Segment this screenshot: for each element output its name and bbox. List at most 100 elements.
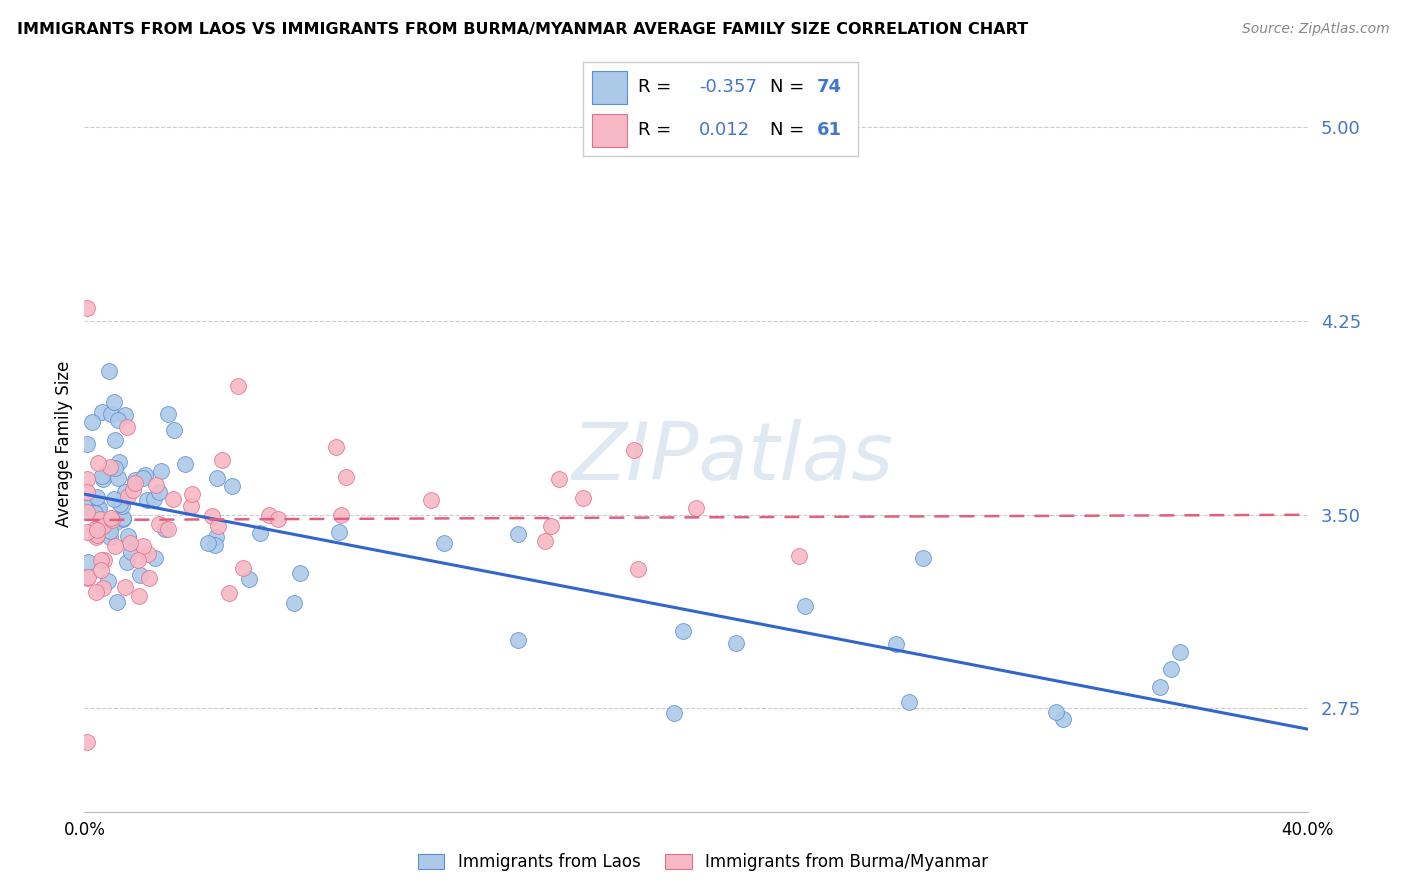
Text: R =: R =	[638, 78, 678, 96]
Point	[98, 460, 121, 475]
Point	[134, 467, 156, 482]
Point	[108, 455, 131, 469]
Point	[124, 473, 146, 487]
Point	[120, 535, 142, 549]
Point	[107, 412, 129, 426]
Point	[90, 553, 112, 567]
Point	[120, 545, 142, 559]
Point	[156, 522, 179, 536]
Point	[111, 511, 134, 525]
Point	[87, 501, 110, 516]
Point	[136, 493, 159, 508]
Point	[105, 515, 128, 529]
Point	[724, 636, 747, 650]
Point	[76, 735, 98, 749]
Point	[1170, 645, 1192, 659]
Point	[122, 483, 145, 497]
Text: R =: R =	[638, 121, 678, 139]
Point	[111, 510, 134, 524]
Point	[173, 457, 195, 471]
Point	[98, 524, 121, 539]
Bar	[592, 114, 627, 147]
Point	[221, 478, 243, 492]
Point	[508, 527, 530, 541]
Point	[76, 472, 98, 486]
Point	[672, 624, 695, 638]
Point	[103, 395, 125, 409]
Point	[86, 490, 108, 504]
Point	[205, 471, 228, 485]
Point	[91, 581, 114, 595]
Point	[623, 443, 645, 458]
Point	[114, 484, 136, 499]
Point	[76, 505, 98, 519]
Point	[156, 407, 179, 421]
Point	[76, 569, 98, 583]
Point	[117, 489, 139, 503]
Point	[330, 508, 353, 522]
Y-axis label: Average Family Size: Average Family Size	[55, 360, 73, 527]
Text: N =: N =	[770, 121, 810, 139]
Point	[101, 513, 124, 527]
Point	[911, 550, 934, 565]
Point	[143, 491, 166, 506]
Point	[249, 525, 271, 540]
Point	[180, 499, 202, 513]
Point	[228, 378, 250, 392]
Point	[1160, 662, 1182, 676]
Point	[115, 419, 138, 434]
Point	[107, 594, 129, 608]
Point	[98, 530, 121, 544]
Point	[162, 492, 184, 507]
Point	[138, 571, 160, 585]
Point	[267, 511, 290, 525]
Point	[76, 301, 98, 316]
Text: 0.012: 0.012	[699, 121, 749, 139]
Point	[149, 464, 172, 478]
Point	[534, 534, 557, 549]
Point	[283, 596, 305, 610]
Point	[793, 599, 815, 614]
Point	[86, 584, 108, 599]
Point	[572, 491, 595, 505]
Point	[540, 519, 562, 533]
Point	[335, 470, 357, 484]
Point	[97, 574, 120, 588]
Point	[86, 523, 108, 537]
Point	[180, 487, 202, 501]
Point	[90, 563, 112, 577]
Point	[148, 517, 170, 532]
Point	[132, 539, 155, 553]
Point	[115, 555, 138, 569]
Point	[662, 706, 685, 720]
Text: 61: 61	[817, 121, 842, 139]
Point	[207, 518, 229, 533]
Text: 74: 74	[817, 78, 842, 96]
Point	[145, 478, 167, 492]
Point	[128, 568, 150, 582]
Point	[93, 519, 115, 533]
Point	[1045, 706, 1067, 720]
Point	[89, 511, 111, 525]
Point	[197, 535, 219, 549]
Point	[547, 472, 569, 486]
Point	[86, 528, 108, 542]
Point	[76, 437, 98, 451]
Point	[204, 539, 226, 553]
Point	[433, 536, 456, 550]
Point	[87, 456, 110, 470]
Point	[325, 440, 347, 454]
Point	[124, 476, 146, 491]
Point	[93, 553, 115, 567]
Point	[132, 471, 155, 485]
Point	[163, 423, 186, 437]
Point	[328, 524, 350, 539]
Point	[103, 433, 125, 447]
Point	[884, 637, 907, 651]
Point	[91, 469, 114, 483]
Point	[211, 453, 233, 467]
Point	[143, 551, 166, 566]
Point	[136, 548, 159, 562]
Point	[787, 549, 810, 563]
Point	[100, 511, 122, 525]
